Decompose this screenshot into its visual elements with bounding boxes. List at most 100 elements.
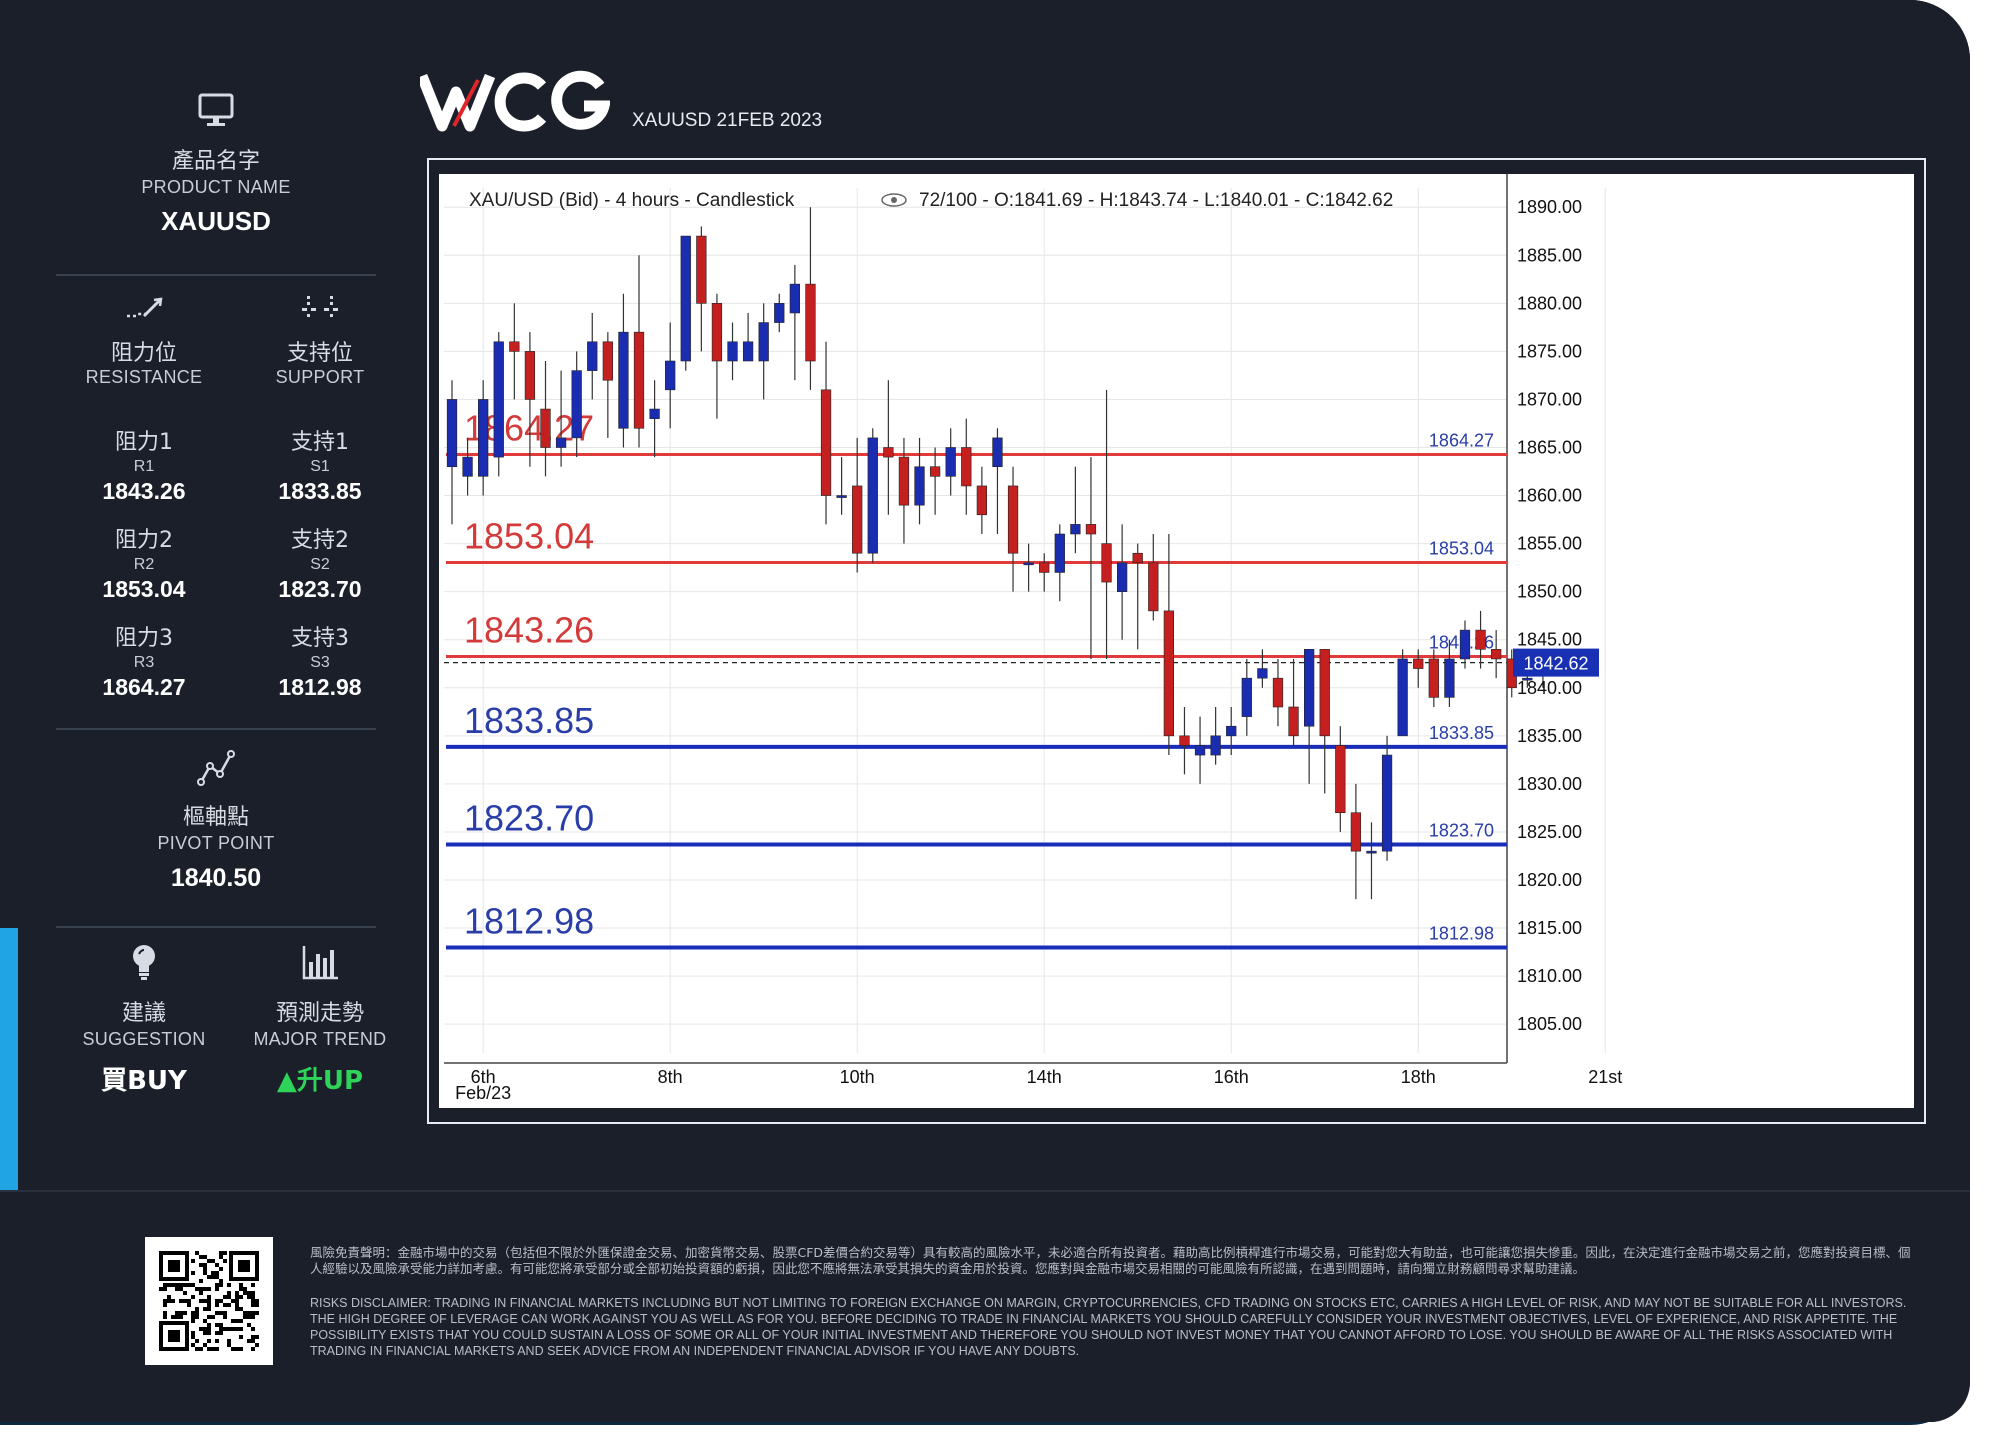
y-tick-label: 1815.00 (1517, 918, 1582, 938)
qr-module (159, 1287, 163, 1291)
qr-module (247, 1295, 251, 1299)
y-tick-label: 1855.00 (1517, 534, 1582, 554)
qr-module (227, 1339, 231, 1343)
qr-module (219, 1327, 223, 1331)
suggestion-label-en: SUGGESTION (82, 1029, 206, 1049)
x-tick-label: 6th (471, 1067, 496, 1087)
candle-body (1491, 649, 1502, 660)
level-label-zh: 阻力3 (115, 626, 173, 651)
pivot-value: 1840.50 (170, 864, 262, 892)
qr-module (179, 1299, 183, 1303)
qr-module (187, 1299, 191, 1303)
candle-body (1366, 850, 1377, 854)
qr-module (251, 1335, 255, 1339)
candle-body (587, 341, 598, 371)
candle-body (1381, 754, 1393, 852)
qr-module (219, 1279, 223, 1283)
candle-body (618, 331, 629, 429)
candle-body (680, 235, 691, 362)
candle-body (1226, 725, 1237, 737)
qr-module (247, 1291, 251, 1295)
candle-body (1475, 629, 1486, 650)
qr-module (163, 1287, 167, 1291)
resistance-level-1: 阻力1 R1 1843.26 (64, 424, 224, 505)
qr-module (247, 1339, 251, 1343)
qr-module (163, 1283, 167, 1287)
left-accent-bar (0, 928, 18, 1190)
qr-module (203, 1267, 207, 1271)
qr-module (203, 1299, 207, 1303)
pivot-chart-icon (197, 750, 235, 786)
qr-module (251, 1327, 255, 1331)
qr-module (235, 1303, 239, 1307)
product-label-en: PRODUCT NAME (141, 177, 291, 197)
qr-module (219, 1331, 223, 1335)
y-tick-label: 1860.00 (1517, 486, 1582, 506)
level-label-zh: 支持3 (291, 626, 349, 651)
level-label-small: 1812.98 (1429, 923, 1494, 943)
candle-body (1288, 706, 1299, 737)
qr-module (239, 1319, 243, 1323)
candle-body (1397, 658, 1408, 737)
candle-body (478, 399, 489, 477)
resistance-level-2: 阻力2 R2 1853.04 (64, 522, 224, 603)
candle-body (555, 437, 567, 448)
pivot-label-en: PIVOT POINT (157, 833, 275, 853)
y-tick-label: 1830.00 (1517, 774, 1582, 794)
qr-module (219, 1311, 223, 1315)
trend-block: 預測走勢 MAJOR TREND ▲升UP (240, 942, 400, 1097)
qr-module (167, 1299, 171, 1303)
qr-module (239, 1287, 243, 1291)
qr-module (191, 1271, 195, 1275)
candle-body (665, 360, 676, 391)
qr-module (191, 1295, 195, 1299)
qr-module (231, 1327, 235, 1331)
qr-module (227, 1327, 231, 1331)
qr-module (251, 1311, 255, 1315)
qr-module (227, 1343, 231, 1347)
qr-module (199, 1299, 203, 1303)
qr-module (247, 1315, 251, 1319)
qr-module (223, 1327, 227, 1331)
suggestion-block: 建議 SUGGESTION 買BUY (64, 942, 224, 1097)
qr-module (243, 1287, 247, 1291)
qr-module (239, 1347, 243, 1351)
qr-module (251, 1303, 255, 1307)
level-code: S3 (310, 654, 330, 671)
monitor-icon (198, 93, 234, 126)
candle-body (524, 351, 536, 400)
qr-module (175, 1311, 179, 1315)
product-label-zh: 產品名字 (171, 149, 260, 174)
qr-module (191, 1311, 195, 1315)
resistance-level-3: 阻力3 R3 1864.27 (64, 620, 224, 701)
qr-module (251, 1347, 255, 1351)
candle-body (992, 437, 1003, 468)
qr-module (207, 1339, 211, 1343)
candle-body (1350, 812, 1362, 852)
candle-body (1459, 629, 1471, 660)
qr-module (235, 1347, 239, 1351)
candle-body (1428, 658, 1439, 698)
qr-module (199, 1291, 203, 1295)
qr-module (239, 1335, 243, 1339)
level-label-zh: 阻力1 (115, 430, 173, 455)
qr-module (215, 1303, 219, 1307)
qr-module (191, 1331, 195, 1335)
qr-module (219, 1251, 223, 1255)
divider (56, 728, 376, 730)
qr-module (219, 1299, 223, 1303)
qr-module (211, 1259, 215, 1263)
qr-module (163, 1315, 167, 1319)
qr-finder-core (168, 1260, 180, 1272)
qr-module (239, 1307, 243, 1311)
product-value: XAUUSD (161, 206, 271, 236)
candle-body (852, 485, 863, 554)
qr-module (223, 1251, 227, 1255)
qr-code[interactable] (145, 1237, 273, 1365)
candle-body (1132, 552, 1143, 564)
candle-body (929, 466, 941, 477)
qr-module (203, 1343, 207, 1347)
level-label-large: 1823.70 (464, 797, 594, 838)
candle-body (820, 389, 832, 496)
qr-module (215, 1263, 219, 1267)
